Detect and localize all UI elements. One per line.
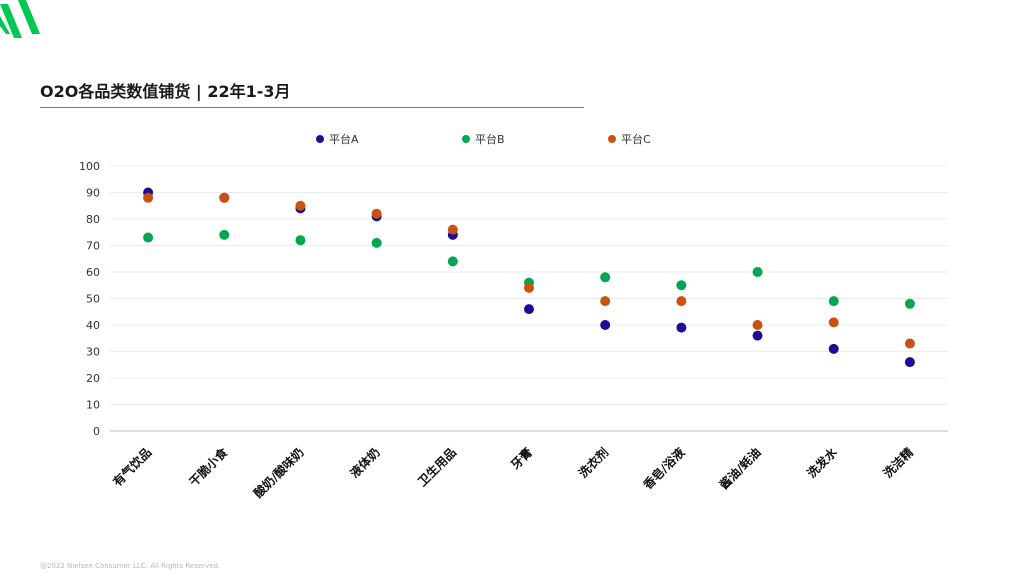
copyright-footer: @2022 Nielsen Consumer LLC. All Rights R… [40, 562, 221, 570]
data-point [219, 192, 230, 203]
data-point [524, 304, 534, 315]
legend-marker [608, 135, 616, 143]
data-point [371, 208, 382, 219]
data-point [904, 338, 915, 349]
data-point [600, 296, 611, 307]
y-tick-label: 10 [86, 399, 100, 412]
data-point [143, 192, 154, 203]
x-tick-label: 洗衣剂 [575, 445, 611, 481]
y-tick-label: 100 [79, 160, 100, 173]
data-point [828, 343, 839, 354]
x-tick-label: 酸奶/酸味奶 [250, 445, 306, 501]
data-point [295, 200, 306, 211]
data-point [143, 232, 154, 243]
data-point [752, 330, 763, 341]
title-divider [40, 107, 584, 108]
y-tick-label: 80 [86, 213, 100, 226]
x-tick-label: 酱油/蚝油 [716, 445, 764, 493]
x-tick-label: 香皂/浴液 [639, 445, 687, 493]
y-tick-label: 30 [86, 346, 100, 359]
y-tick-label: 40 [86, 319, 100, 332]
data-point [295, 235, 306, 246]
data-point [447, 256, 458, 267]
data-point [752, 267, 763, 277]
y-tick-label: 90 [86, 187, 100, 200]
x-tick-label: 有气饮品 [110, 445, 155, 490]
data-point [752, 320, 763, 330]
x-tick-label: 卫生用品 [414, 445, 459, 490]
legend-label: 平台C [621, 132, 651, 146]
legend-marker [316, 135, 324, 143]
data-point [600, 272, 611, 283]
data-point [371, 237, 382, 248]
data-point [524, 282, 534, 293]
data-point [904, 357, 915, 368]
x-tick-label: 洗洁精 [880, 445, 916, 481]
legend-marker [462, 135, 470, 143]
x-tick-label: 干脆小食 [186, 444, 231, 489]
data-point [828, 317, 839, 328]
data-point [219, 229, 230, 240]
y-tick-label: 60 [86, 266, 100, 279]
data-point [447, 224, 458, 235]
y-tick-label: 50 [86, 293, 100, 306]
page-title: O2O各品类数值铺货 | 22年1-3月 [40, 82, 291, 101]
data-point [676, 322, 687, 333]
x-tick-label: 液体奶 [347, 445, 383, 481]
data-point [904, 298, 915, 309]
data-point [828, 296, 839, 307]
data-point [676, 280, 687, 291]
y-tick-label: 70 [86, 240, 100, 253]
legend-label: 平台A [329, 132, 359, 146]
data-point [600, 320, 611, 330]
y-tick-label: 0 [93, 425, 100, 438]
nielsen-logo-icon [0, 0, 40, 38]
legend-label: 平台B [475, 132, 505, 146]
data-point [676, 296, 687, 307]
x-tick-label: 洗发水 [804, 444, 841, 481]
x-tick-label: 牙膏 [508, 445, 536, 473]
y-tick-label: 20 [86, 372, 100, 385]
